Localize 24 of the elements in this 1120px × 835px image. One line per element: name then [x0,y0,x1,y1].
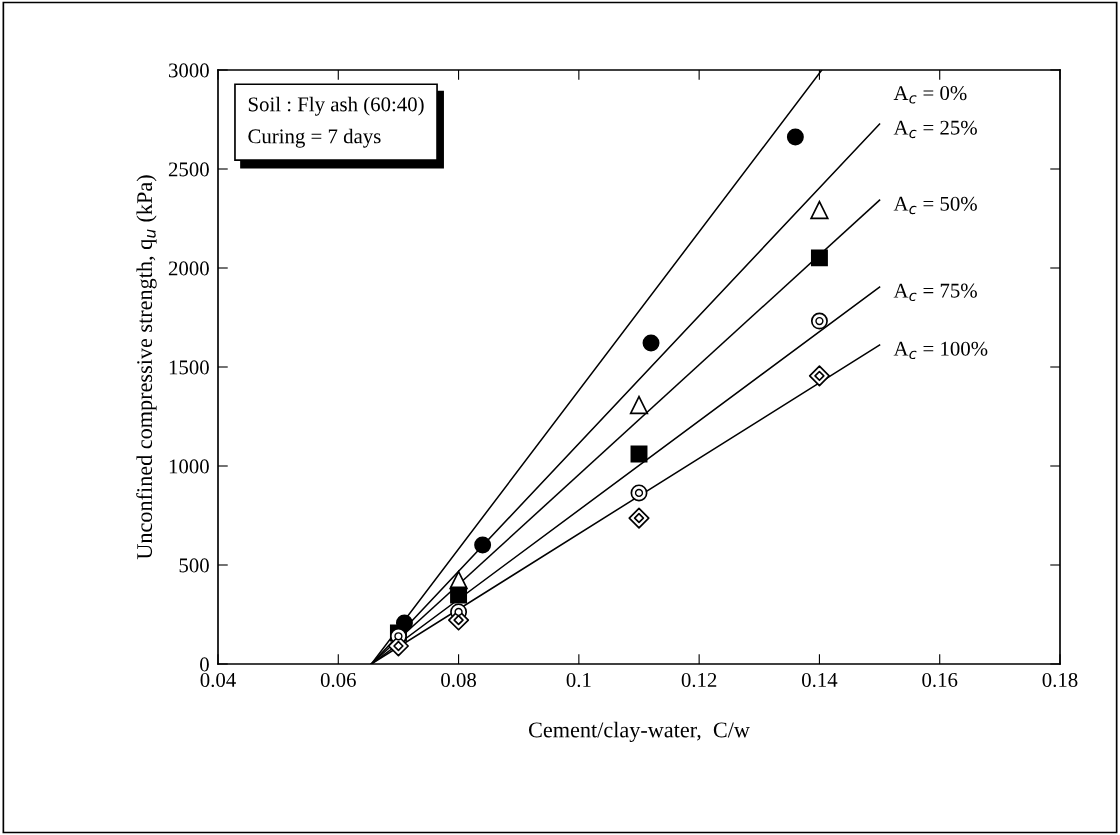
y-tick-label: 3000 [169,63,209,78]
x-tick-label: 0.14 [801,672,838,688]
y-tick-label: 1000 [169,459,209,474]
x-tick-label: 0.16 [922,672,958,688]
annotation: Soil : Fly ash (60:40) [248,96,424,116]
x-tick-label: 0.12 [681,672,717,688]
x-axis-title: Cement/clay-water, C/w [528,721,750,742]
x-tick-label: 0.18 [1042,672,1078,688]
y-axis-title: Unconfined compressive strength, q$_{u}$ (kPa) [136,175,157,560]
series-label: A$_{c}$ = 25% [893,120,977,139]
y-tick-label: 500 [179,558,209,573]
series-label: A$_{c}$ = 50% [893,196,977,215]
annotation: Curing = 7 days [248,128,381,148]
y-tick-label: 2000 [168,261,209,276]
x-tick-label: 0.04 [200,672,236,688]
y-tick-label: 0 [200,657,209,672]
y-tick-label: 2500 [168,162,209,177]
x-tick-label: 0.08 [441,672,477,688]
series-label: A$_{c}$ = 100% [893,341,988,360]
x-tick-label: 0.1 [566,672,591,688]
series-label: A$_{c}$ = 75% [893,283,977,302]
y-tick-label: 1500 [169,360,209,375]
legend-label: A$_{c}$ = 0% [893,86,967,104]
x-tick-label: 0.06 [320,672,356,688]
